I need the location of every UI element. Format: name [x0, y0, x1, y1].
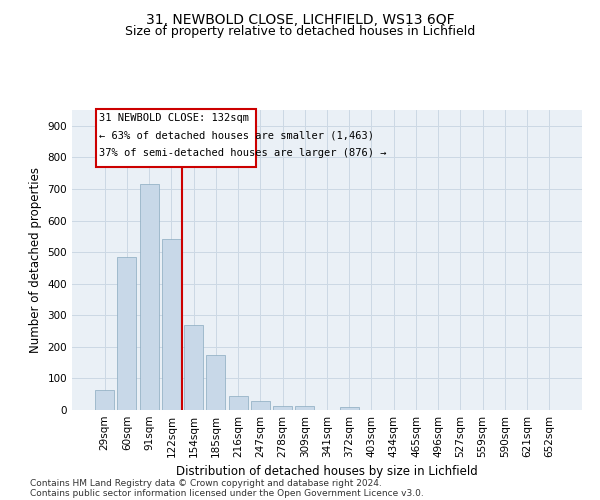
Text: Size of property relative to detached houses in Lichfield: Size of property relative to detached ho…: [125, 25, 475, 38]
Y-axis label: Number of detached properties: Number of detached properties: [29, 167, 42, 353]
Bar: [184, 324, 203, 410]
Bar: [340, 408, 359, 410]
Bar: [273, 406, 292, 410]
X-axis label: Distribution of detached houses by size in Lichfield: Distribution of detached houses by size …: [176, 466, 478, 478]
Bar: [295, 406, 314, 410]
Bar: [229, 396, 248, 410]
Bar: [95, 390, 114, 410]
Text: Contains HM Land Registry data © Crown copyright and database right 2024.: Contains HM Land Registry data © Crown c…: [30, 478, 382, 488]
FancyBboxPatch shape: [96, 110, 256, 167]
Text: 31 NEWBOLD CLOSE: 132sqm: 31 NEWBOLD CLOSE: 132sqm: [99, 113, 249, 123]
Bar: [118, 257, 136, 410]
Bar: [206, 354, 225, 410]
Text: 31, NEWBOLD CLOSE, LICHFIELD, WS13 6QF: 31, NEWBOLD CLOSE, LICHFIELD, WS13 6QF: [146, 12, 454, 26]
Bar: [251, 400, 270, 410]
Bar: [140, 184, 158, 410]
Text: 37% of semi-detached houses are larger (876) →: 37% of semi-detached houses are larger (…: [99, 148, 386, 158]
Text: Contains public sector information licensed under the Open Government Licence v3: Contains public sector information licen…: [30, 488, 424, 498]
Text: ← 63% of detached houses are smaller (1,463): ← 63% of detached houses are smaller (1,…: [99, 130, 374, 140]
Bar: [162, 240, 181, 410]
